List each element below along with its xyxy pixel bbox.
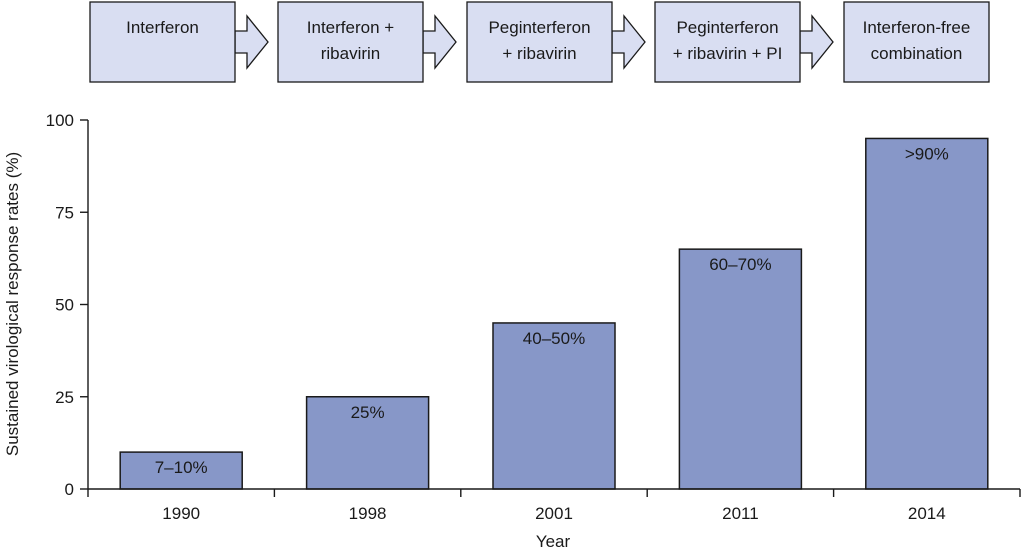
svr-bar-chart: 7–10% 25% 40–50% 60–70% >90% 0 25 50 75 100 1990… <box>3 111 1021 551</box>
y-tick-label-75: 75 <box>55 203 74 222</box>
x-tick-label-1998: 1998 <box>349 504 387 523</box>
bar-label-1998: 25% <box>351 403 385 422</box>
bar-label-2014: >90% <box>905 144 949 163</box>
stage-arrow-2 <box>422 14 457 70</box>
stage-box-1 <box>89 1 236 83</box>
stage-4-label-line-1: Peginterferon <box>676 18 778 37</box>
stage-box-2 <box>277 1 424 83</box>
bar-1990 <box>119 451 243 490</box>
stage-5-label-line-2: combination <box>871 44 963 63</box>
x-tick-label-2001: 2001 <box>535 504 573 523</box>
bar-2011 <box>678 248 803 490</box>
stage-3-label-line-1: Peginterferon <box>488 18 590 37</box>
stage-arrow-3 <box>611 14 646 70</box>
x-ticks-group: 1990 1998 2001 2011 2014 <box>87 489 1021 523</box>
stage-1-label-line-1: Interferon <box>126 18 199 37</box>
stage-4: Peginterferon + ribavirin + PI <box>654 1 834 83</box>
x-axis-title: Year <box>536 532 571 551</box>
bar-2001 <box>492 322 616 490</box>
stage-3: Peginterferon + ribavirin <box>466 1 646 83</box>
stage-2-label-line-1: Interferon + <box>307 18 394 37</box>
y-tick-label-50: 50 <box>55 296 74 315</box>
x-tick-label-1990: 1990 <box>162 504 200 523</box>
y-tick-label-100: 100 <box>46 111 74 130</box>
stage-box-4 <box>654 1 801 83</box>
stage-4-label-line-2: + ribavirin + PI <box>673 44 783 63</box>
stage-3-label-line-2: + ribavirin <box>502 44 576 63</box>
stage-arrow-4 <box>799 14 834 70</box>
stage-1: Interferon <box>89 1 269 83</box>
y-ticks-group: 0 25 50 75 100 <box>46 111 88 499</box>
y-tick-label-25: 25 <box>55 388 74 407</box>
stage-5-label-line-1: Interferon-free <box>863 18 971 37</box>
x-tick-label-2011: 2011 <box>722 504 759 523</box>
bar-1998 <box>305 396 430 490</box>
y-tick-label-0: 0 <box>65 480 74 499</box>
stage-box-5 <box>843 1 990 83</box>
bar-label-2011: 60–70% <box>709 255 771 274</box>
treatment-stage-arrows: Interferon Interferon + ribavirin Peginterf… <box>89 1 990 83</box>
y-axis-title: Sustained virological response rates (%) <box>3 152 22 456</box>
bar-2014 <box>865 137 989 490</box>
x-tick-label-2014: 2014 <box>908 504 946 523</box>
stage-2: Interferon + ribavirin <box>277 1 457 83</box>
stage-arrow-1 <box>234 14 269 70</box>
bars-group: 7–10% 25% 40–50% 60–70% >90% <box>119 137 989 490</box>
stage-5: Interferon-free combination <box>843 1 990 83</box>
stage-2-label-line-2: ribavirin <box>321 44 381 63</box>
bar-label-1990: 7–10% <box>155 458 208 477</box>
bar-label-2001: 40–50% <box>523 329 585 348</box>
stage-box-3 <box>466 1 613 83</box>
